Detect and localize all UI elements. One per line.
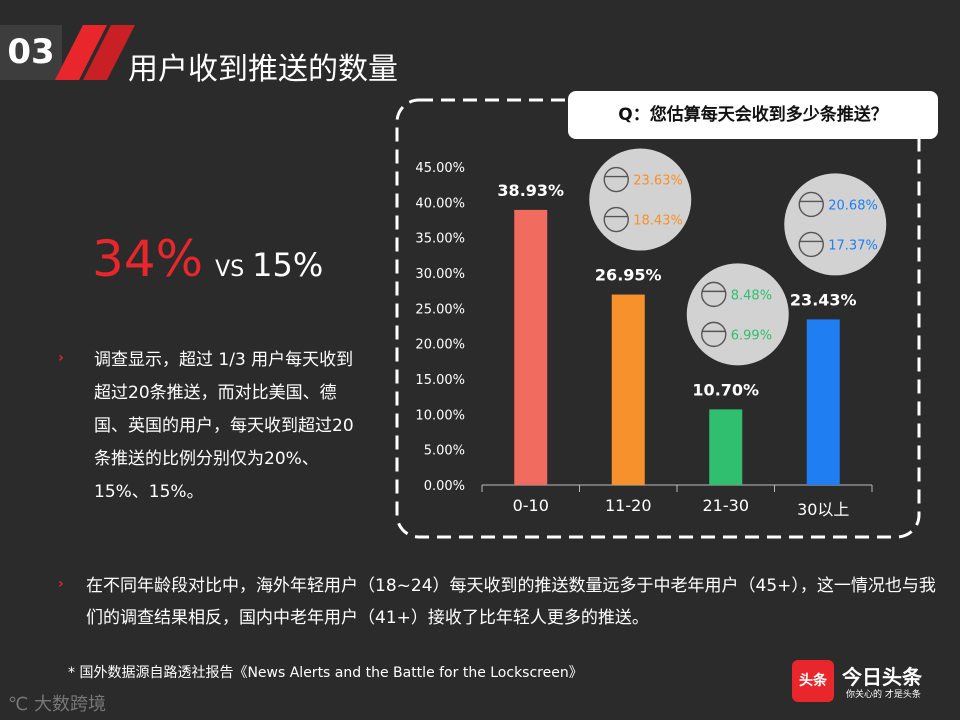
bar [709,409,743,485]
stat-china: 34% [92,230,204,288]
bar-chart: 0.00% 5.00% 10.00% 15.00% 20.00% 25.00% 30.00%… [415,148,887,519]
older-person-icon [798,231,824,258]
bullet-arrow-icon: › [58,350,64,366]
older-share-label: 18.43% [633,214,683,229]
y-tick-label: 40.00% [415,196,465,211]
bullet-arrow-icon: › [58,576,64,592]
young-person-icon [603,166,629,193]
older-share-label: 6.99% [731,328,772,343]
y-tick-label: 5.00% [424,444,465,459]
y-tick-label: 20.00% [415,338,465,353]
young-person-icon [798,191,824,218]
young-share-label: 8.48% [731,288,772,303]
young-share-label: 23.63% [633,174,683,189]
bar-value-label: 23.43% [790,290,857,309]
header-slash-decoration [55,25,135,80]
bar [514,209,548,486]
chart-panel: 0.00% 5.00% 10.00% 15.00% 20.00% 25.00% 30.00%… [395,98,921,539]
y-tick-label: 35.00% [415,232,465,247]
watermark-text: 大数跨境 [33,694,106,715]
y-tick-label: 45.00% [415,161,465,176]
y-tick-label: 30.00% [415,267,465,282]
chart-dashed-frame [395,98,921,539]
y-tick-label: 25.00% [415,302,465,317]
age-bubble [589,148,692,251]
survey-paragraph: 调查显示，超过 1/3 用户每天收到超过20条推送，而对比美国、德国、英国的用户… [94,350,354,502]
young-person-icon [701,281,727,308]
brand-slogan: 你关心的 才是头条 [846,690,921,700]
y-tick-label: 0.00% [424,479,465,494]
age-bubble [784,173,887,276]
y-tick-label: 15.00% [415,373,465,388]
bar [806,319,840,485]
x-tick-label: 0-10 [513,496,549,515]
young-share-label: 20.68% [828,198,878,213]
bar [611,294,645,485]
watermark-logo-icon: ℃ [8,694,29,715]
x-tick-label: 30以上 [797,500,849,519]
section-number: 03 [0,25,62,80]
x-tick-label: 21-30 [703,496,750,515]
older-person-icon [701,321,727,348]
watermark: ℃ 大数跨境 [8,690,106,716]
bar-value-label: 26.95% [595,266,662,285]
bar-value-label: 10.70% [692,380,759,399]
age-comparison-paragraph: 在不同年龄段对比中，海外年轻用户（18~24）每天收到的推送数量远多于中老年用户… [86,576,936,628]
question-box: Q：您估算每天会收到多少条推送？ [568,91,938,139]
stat-vs: VS [215,257,245,282]
toutiao-logo-icon: 头条 [792,660,834,702]
headline-stat: 34% VS 15% [92,230,323,288]
source-footnote: * 国外数据源自路透社报告《News Alerts and the Battle… [68,665,583,681]
age-bubble [686,263,789,366]
page-title: 用户收到推送的数量 [128,52,398,87]
stat-overseas: 15% [252,246,324,284]
x-tick-label: 11-20 [605,496,652,515]
older-share-label: 17.37% [828,238,878,253]
y-tick-label: 10.00% [415,408,465,423]
brand-name: 今日头条 [842,665,922,689]
older-person-icon [603,206,629,233]
bar-value-label: 38.93% [497,181,564,200]
